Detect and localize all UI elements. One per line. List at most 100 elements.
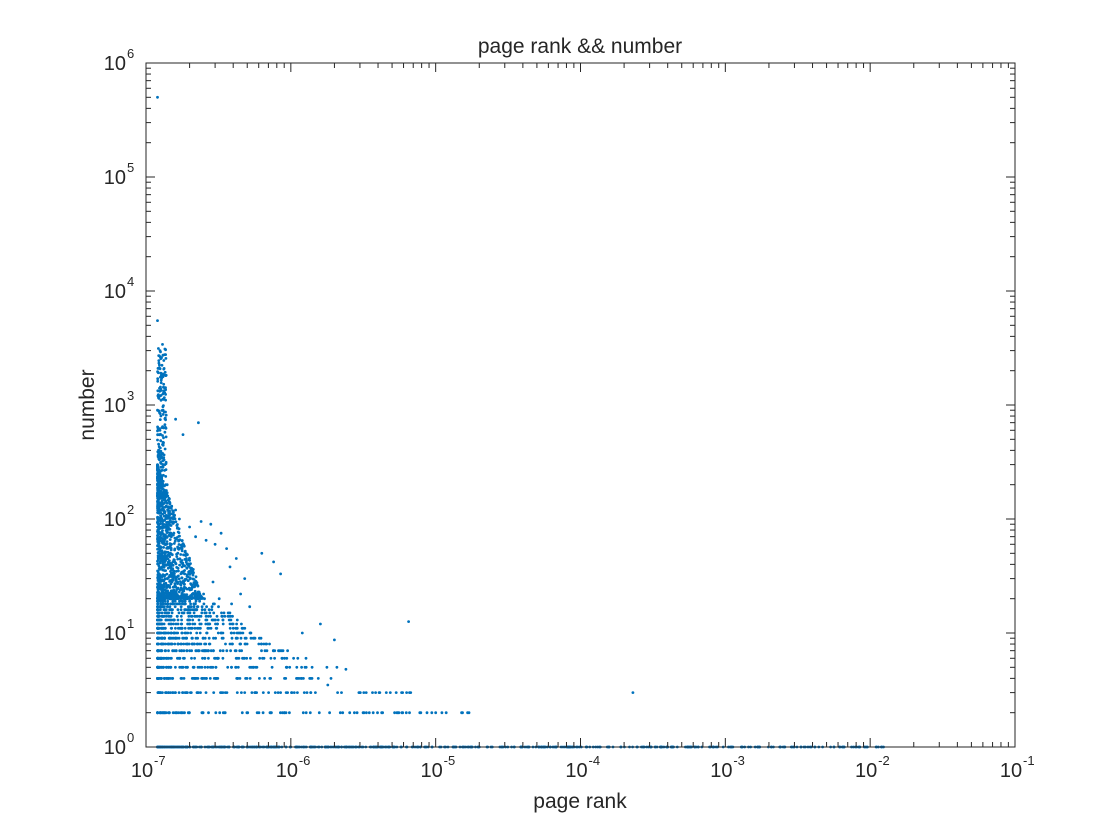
data-point bbox=[161, 408, 165, 412]
data-point bbox=[160, 642, 164, 646]
data-point bbox=[255, 665, 259, 669]
data-point bbox=[175, 580, 179, 584]
data-point bbox=[161, 413, 165, 416]
data-point bbox=[200, 711, 204, 715]
data-point bbox=[340, 691, 343, 694]
data-point bbox=[162, 396, 166, 399]
chart-title: page rank && number bbox=[478, 35, 682, 58]
data-point bbox=[178, 599, 181, 603]
data-point bbox=[174, 665, 177, 669]
data-point bbox=[191, 622, 195, 626]
data-point bbox=[296, 691, 299, 694]
data-point bbox=[159, 605, 163, 609]
data-point bbox=[161, 594, 165, 598]
data-point bbox=[163, 519, 167, 522]
data-point bbox=[314, 691, 317, 694]
data-point bbox=[221, 631, 225, 635]
data-point bbox=[157, 442, 161, 446]
data-point bbox=[204, 538, 208, 542]
data-point bbox=[158, 363, 161, 367]
data-point bbox=[157, 524, 161, 527]
data-point bbox=[203, 665, 207, 669]
data-point bbox=[164, 374, 168, 377]
data-point bbox=[230, 602, 234, 606]
data-point bbox=[158, 486, 161, 490]
data-point bbox=[203, 611, 207, 615]
data-point bbox=[191, 636, 194, 640]
data-point bbox=[178, 665, 182, 669]
data-point bbox=[240, 622, 243, 626]
data-point bbox=[156, 614, 160, 618]
x-tick-exponent: -6 bbox=[299, 753, 311, 768]
data-point bbox=[182, 553, 185, 557]
data-point bbox=[205, 605, 209, 609]
data-point bbox=[156, 438, 159, 442]
data-point bbox=[159, 587, 163, 591]
x-tick-label: 10 bbox=[1000, 760, 1022, 782]
data-point bbox=[221, 691, 225, 694]
data-point bbox=[263, 677, 266, 680]
data-point bbox=[163, 542, 167, 546]
data-point bbox=[167, 553, 171, 556]
data-point bbox=[185, 557, 188, 560]
data-point bbox=[178, 534, 181, 538]
data-point bbox=[158, 389, 162, 393]
data-point bbox=[157, 359, 161, 362]
x-tick-exponent: -2 bbox=[878, 753, 890, 768]
data-point bbox=[408, 691, 411, 694]
data-point bbox=[267, 691, 270, 694]
data-point bbox=[197, 618, 201, 622]
data-point bbox=[179, 614, 183, 618]
data-point bbox=[156, 475, 159, 479]
data-point bbox=[326, 683, 330, 687]
data-point bbox=[163, 506, 167, 509]
data-point bbox=[159, 711, 163, 715]
data-point bbox=[301, 711, 305, 715]
data-point bbox=[180, 549, 184, 553]
data-point bbox=[261, 691, 265, 694]
data-point bbox=[188, 572, 192, 576]
data-point bbox=[174, 585, 178, 589]
data-point bbox=[246, 711, 250, 715]
data-point bbox=[166, 566, 170, 570]
data-point bbox=[168, 555, 172, 559]
data-point bbox=[165, 584, 169, 587]
data-point bbox=[228, 611, 232, 615]
data-point bbox=[212, 691, 216, 694]
data-point bbox=[281, 649, 285, 653]
data-point bbox=[167, 614, 170, 618]
data-point bbox=[171, 649, 175, 653]
data-point bbox=[229, 649, 233, 653]
data-point bbox=[180, 631, 184, 635]
data-point bbox=[353, 711, 356, 715]
data-point bbox=[180, 618, 184, 622]
data-point bbox=[182, 594, 186, 598]
data-point bbox=[181, 589, 185, 593]
data-point bbox=[214, 656, 218, 660]
data-point bbox=[158, 386, 161, 390]
data-point bbox=[276, 691, 280, 694]
data-point bbox=[162, 514, 166, 518]
data-point bbox=[169, 564, 173, 568]
x-tick-exponent: -3 bbox=[733, 753, 745, 768]
data-point bbox=[215, 614, 219, 618]
data-point bbox=[162, 546, 166, 549]
data-point bbox=[210, 608, 214, 612]
data-point bbox=[162, 382, 166, 386]
data-point bbox=[174, 537, 178, 541]
data-point bbox=[167, 642, 171, 646]
data-point bbox=[178, 557, 182, 561]
data-point bbox=[214, 622, 217, 626]
data-point bbox=[208, 677, 212, 680]
data-point bbox=[194, 677, 197, 680]
data-point bbox=[163, 423, 167, 426]
data-point bbox=[227, 618, 231, 622]
data-point bbox=[156, 539, 160, 543]
data-point bbox=[158, 493, 162, 497]
data-point bbox=[190, 677, 194, 680]
data-point bbox=[225, 649, 229, 653]
data-point bbox=[243, 691, 247, 694]
data-point bbox=[164, 649, 168, 653]
data-point bbox=[240, 649, 244, 653]
data-point bbox=[285, 656, 289, 660]
